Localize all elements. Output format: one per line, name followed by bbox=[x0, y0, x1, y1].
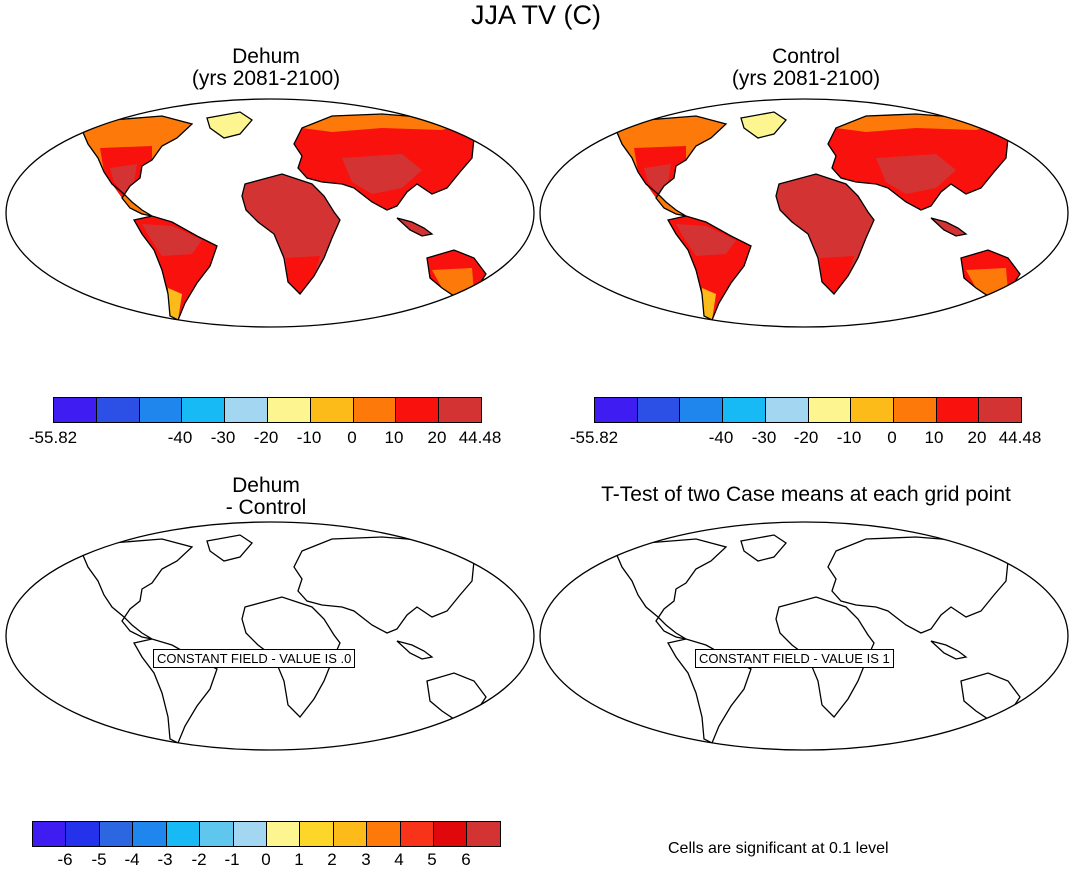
significance-note: Cells are significant at 0.1 level bbox=[668, 840, 889, 857]
colorbar-dehum-swatch bbox=[310, 398, 354, 422]
colorbar-difference-swatch bbox=[133, 822, 167, 846]
panel-1-title: Dehum (yrs 2081-2100) bbox=[116, 46, 416, 90]
colorbar-tick-label: 0 bbox=[261, 850, 271, 869]
colorbar-dehum-swatch bbox=[396, 398, 440, 422]
colorbar-dehum-ticks: -55.82 -40 -30 -20 -10 0 10 20 44.48 bbox=[0, 428, 540, 450]
colorbar-dehum-swatch bbox=[54, 398, 97, 422]
colorbar-control-swatch bbox=[723, 398, 766, 422]
colorbar-tick-label: -20 bbox=[253, 428, 279, 447]
colorbar-tick-label: 3 bbox=[361, 850, 371, 869]
colorbar-difference bbox=[32, 821, 501, 847]
colorbar-tick-label: -1 bbox=[224, 850, 240, 869]
panel-2-title: Control (yrs 2081-2100) bbox=[656, 46, 956, 90]
colorbar-tick-label: 20 bbox=[967, 428, 987, 447]
colorbar-dehum-swatch bbox=[267, 398, 311, 422]
colorbar-tick-label: -20 bbox=[793, 428, 819, 447]
colorbar-difference-swatch bbox=[66, 822, 100, 846]
map-panel-control bbox=[539, 98, 1069, 328]
colorbar-difference-swatch bbox=[33, 822, 67, 846]
constant-field-label-difference: CONSTANT FIELD - VALUE IS .0 bbox=[153, 649, 356, 668]
colorbar-control-swatch bbox=[851, 398, 894, 422]
colorbar-difference-swatch bbox=[99, 822, 134, 846]
colorbar-tick-label: 44.48 bbox=[458, 428, 502, 447]
colorbar-tick-label: 4 bbox=[394, 850, 404, 869]
colorbar-tick-label: 6 bbox=[461, 850, 471, 869]
colorbar-control-swatch bbox=[979, 398, 1022, 422]
panel-1-title-line1: Dehum bbox=[232, 45, 300, 68]
colorbar-control-swatch bbox=[893, 398, 937, 422]
panel-1-title-line2: (yrs 2081-2100) bbox=[191, 67, 341, 90]
panel-3-title: Dehum - Control bbox=[116, 475, 416, 519]
colorbar-difference-swatch bbox=[200, 822, 234, 846]
colorbar-tick-label: -30 bbox=[210, 428, 236, 447]
colorbar-dehum-swatch bbox=[225, 398, 268, 422]
colorbar-difference-swatch bbox=[166, 822, 201, 846]
map-panel-difference bbox=[5, 521, 535, 751]
colorbar-difference-swatch bbox=[467, 822, 500, 846]
colorbar-tick-label: 44.48 bbox=[998, 428, 1042, 447]
colorbar-tick-label: -4 bbox=[124, 850, 140, 869]
panel-2-title-line2: (yrs 2081-2100) bbox=[731, 67, 881, 90]
colorbar-tick-label: -40 bbox=[167, 428, 193, 447]
colorbar-tick-label: -55.82 bbox=[569, 428, 619, 447]
colorbar-difference-swatch bbox=[367, 822, 401, 846]
colorbar-tick-label: 20 bbox=[427, 428, 447, 447]
colorbar-dehum-swatch bbox=[439, 398, 481, 422]
colorbar-tick-label: -30 bbox=[751, 428, 777, 447]
colorbar-dehum-swatch bbox=[96, 398, 140, 422]
colorbar-difference-swatch bbox=[400, 822, 435, 846]
colorbar-difference-swatch bbox=[333, 822, 368, 846]
colorbar-tick-label: -6 bbox=[57, 850, 73, 869]
colorbar-tick-label: -5 bbox=[91, 850, 107, 869]
colorbar-tick-label: 0 bbox=[347, 428, 357, 447]
colorbar-dehum-swatch bbox=[139, 398, 183, 422]
colorbar-difference-swatch bbox=[266, 822, 301, 846]
colorbar-tick-label: -10 bbox=[836, 428, 862, 447]
colorbar-dehum-swatch bbox=[353, 398, 397, 422]
panel-4-title: T-Test of two Case means at each grid po… bbox=[601, 483, 1011, 506]
colorbar-tick-label: 2 bbox=[327, 850, 337, 869]
panel-2-title-line1: Control bbox=[772, 45, 840, 68]
colorbar-difference-ticks: -6 -5 -4 -3 -2 -1 0 1 2 3 4 5 6 bbox=[0, 850, 540, 870]
colorbar-control-swatch bbox=[936, 398, 980, 422]
colorbar-control-ticks: -55.82 -40 -30 -20 -10 0 10 20 44.48 bbox=[0, 428, 1072, 450]
colorbar-control-swatch bbox=[808, 398, 852, 422]
colorbar-dehum-swatch bbox=[182, 398, 226, 422]
colorbar-tick-label: 10 bbox=[924, 428, 944, 447]
constant-field-label-ttest: CONSTANT FIELD - VALUE IS 1 bbox=[695, 649, 894, 668]
colorbar-tick-label: -3 bbox=[157, 850, 173, 869]
panel-3-title-line1: Dehum bbox=[232, 474, 300, 497]
colorbar-control-swatch bbox=[595, 398, 638, 422]
colorbar-tick-label: 1 bbox=[294, 850, 304, 869]
colorbar-tick-label: 10 bbox=[384, 428, 404, 447]
colorbar-control bbox=[594, 397, 1022, 423]
panel-3-title-line2: - Control bbox=[225, 496, 307, 519]
colorbar-control-swatch bbox=[680, 398, 724, 422]
colorbar-tick-label: -55.82 bbox=[28, 428, 78, 447]
colorbar-tick-label: -10 bbox=[296, 428, 322, 447]
colorbar-tick-label: -40 bbox=[708, 428, 734, 447]
colorbar-control-swatch bbox=[637, 398, 681, 422]
map-panel-dehum bbox=[5, 98, 535, 328]
colorbar-difference-swatch bbox=[233, 822, 267, 846]
colorbar-control-swatch bbox=[765, 398, 809, 422]
colorbar-difference-swatch bbox=[300, 822, 334, 846]
map-panel-ttest bbox=[539, 521, 1069, 751]
colorbar-dehum bbox=[53, 397, 482, 423]
colorbar-tick-label: 0 bbox=[887, 428, 897, 447]
colorbar-tick-label: 5 bbox=[427, 850, 437, 869]
colorbar-difference-swatch bbox=[434, 822, 468, 846]
colorbar-tick-label: -2 bbox=[191, 850, 207, 869]
figure-title: JJA TV (C) bbox=[470, 0, 602, 30]
